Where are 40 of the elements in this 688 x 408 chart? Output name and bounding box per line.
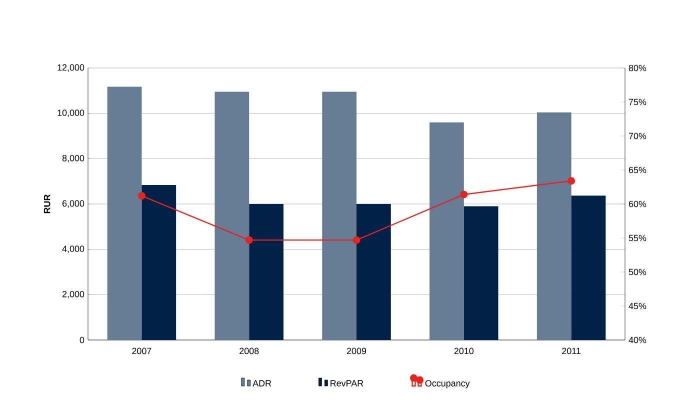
x-tick-label: 2009 <box>346 348 366 354</box>
point <box>460 190 468 198</box>
bar <box>249 204 284 340</box>
point <box>568 177 576 185</box>
y2-tick-label: 60% <box>628 200 646 208</box>
y2-tick-label: 45% <box>628 302 646 310</box>
y2-tick-label: 75% <box>628 98 646 106</box>
y2-tick-label: 40% <box>628 336 646 344</box>
legend-label: RevPAR <box>330 380 364 386</box>
y2-tick-label: 80% <box>628 64 646 72</box>
bar <box>571 196 606 340</box>
point <box>352 236 360 244</box>
y-tick-label: 12,000 <box>58 64 84 72</box>
y-tick-label: 2,000 <box>62 290 84 298</box>
y-tick-label: 4,000 <box>62 246 84 254</box>
y2-tick-label: 55% <box>628 234 646 242</box>
x-tick-label: 2008 <box>240 348 259 354</box>
y2-tick-label: 70% <box>628 132 646 140</box>
bar <box>430 122 464 340</box>
legend-label: ADR <box>252 380 272 386</box>
bar <box>322 92 356 340</box>
x-tick-label: 2007 <box>132 348 152 354</box>
bar <box>142 184 176 340</box>
x-tick-label: 2010 <box>454 348 474 354</box>
point <box>138 192 146 200</box>
y-tick-label: 0 <box>80 336 84 344</box>
bar <box>214 92 250 340</box>
y2-tick-label: 65% <box>628 166 646 174</box>
point <box>245 236 253 244</box>
y2-tick-label: 50% <box>628 268 646 276</box>
legend-label: Occupancy <box>425 380 470 388</box>
y-tick-label: 6,000 <box>62 200 84 208</box>
y-tick-label: 10,000 <box>58 110 84 118</box>
y-tick-label: 8,000 <box>62 154 84 162</box>
bar <box>356 204 391 340</box>
bar <box>536 112 572 340</box>
bar <box>464 206 498 340</box>
bar <box>107 86 142 340</box>
y-axis-title: RUR <box>44 194 50 214</box>
x-tick-label: 2011 <box>562 348 580 354</box>
